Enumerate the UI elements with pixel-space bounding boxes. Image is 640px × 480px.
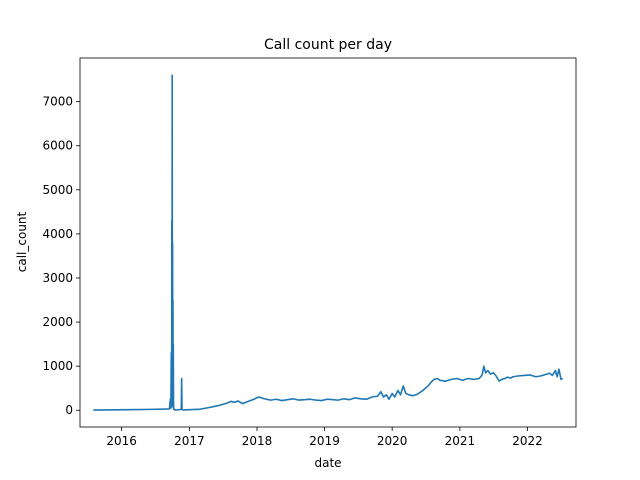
y-tick-label: 4000 bbox=[42, 227, 73, 241]
y-tick-label: 6000 bbox=[42, 139, 73, 153]
series-line-0 bbox=[93, 74, 564, 411]
y-tick-label: 3000 bbox=[42, 271, 73, 285]
y-tick-label: 5000 bbox=[42, 183, 73, 197]
x-tick-label: 2016 bbox=[106, 434, 137, 448]
plot-frame bbox=[79, 57, 577, 428]
y-tick-label: 1000 bbox=[42, 359, 73, 373]
x-tick-label: 2020 bbox=[377, 434, 408, 448]
y-tick-label: 2000 bbox=[42, 315, 73, 329]
x-axis-label: date bbox=[314, 456, 341, 470]
y-axis-label: call_count bbox=[15, 211, 29, 272]
y-tick-label: 0 bbox=[65, 403, 73, 417]
y-tick-label: 7000 bbox=[42, 95, 73, 109]
chart-title: Call count per day bbox=[264, 37, 392, 53]
plot-area bbox=[93, 74, 564, 411]
x-tick-label: 2022 bbox=[512, 434, 543, 448]
x-axis: 2016 2017 2018 2019 2020 2021 2022 bbox=[106, 427, 543, 448]
y-axis: 0 1000 2000 3000 4000 5000 6000 7000 bbox=[42, 95, 80, 417]
x-tick-label: 2017 bbox=[174, 434, 205, 448]
x-tick-label: 2021 bbox=[445, 434, 476, 448]
x-tick-label: 2018 bbox=[242, 434, 273, 448]
x-tick-label: 2019 bbox=[309, 434, 340, 448]
